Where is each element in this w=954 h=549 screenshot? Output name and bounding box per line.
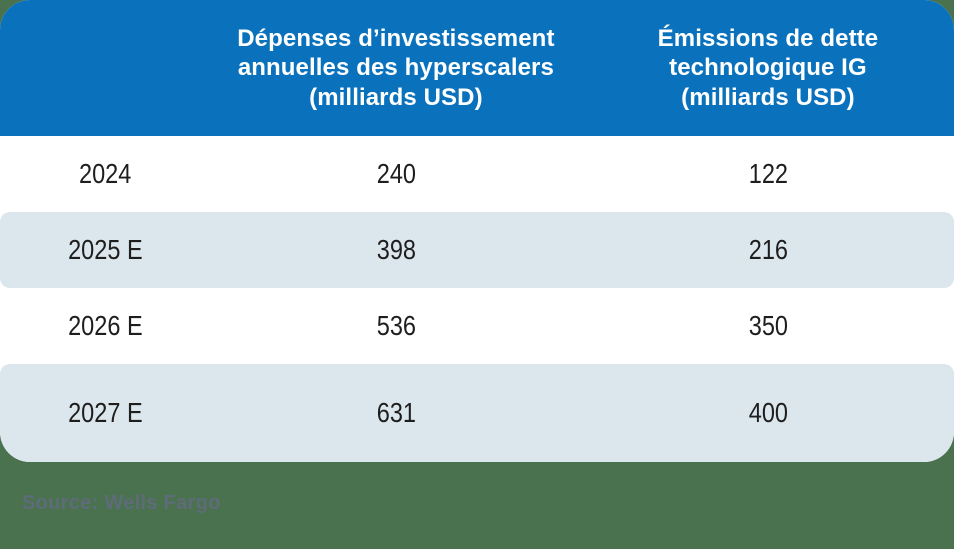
header-cell-capex: Dépenses d’investissement annuelles des … <box>210 0 582 136</box>
table-row-2027: 2027 E 631 400 <box>0 364 954 462</box>
capex-value: 240 <box>376 158 416 189</box>
header-capex-label: Dépenses d’investissement annuelles des … <box>237 25 555 111</box>
debt-value: 122 <box>748 158 788 189</box>
table-header: Dépenses d’investissement annuelles des … <box>0 0 954 136</box>
table-row-2025: 2025 E 398 216 <box>0 212 954 288</box>
cell-year: 2027 E <box>0 397 210 429</box>
header-cell-empty <box>0 0 210 136</box>
table-card: Dépenses d’investissement annuelles des … <box>0 0 954 462</box>
year-value: 2027 E <box>67 397 143 428</box>
cell-capex: 536 <box>210 310 582 342</box>
capex-value: 536 <box>376 310 416 341</box>
cell-debt: 350 <box>582 310 954 342</box>
cell-year: 2026 E <box>0 310 210 342</box>
cell-debt: 122 <box>582 158 954 190</box>
debt-value: 400 <box>748 397 788 428</box>
year-value: 2026 E <box>67 310 143 341</box>
header-debt-label: Émissions de dette technologique IG (mil… <box>657 25 879 111</box>
cell-year: 2025 E <box>0 234 210 266</box>
table-row-2026: 2026 E 536 350 <box>0 288 954 364</box>
year-value: 2025 E <box>67 234 143 265</box>
cell-debt: 400 <box>582 397 954 429</box>
cell-year: 2024 <box>0 158 210 190</box>
debt-value: 216 <box>748 234 788 265</box>
source-note: Source: Wells Fargo <box>22 492 221 514</box>
cell-capex: 398 <box>210 234 582 266</box>
year-value: 2024 <box>78 158 132 189</box>
table-row-2024: 2024 240 122 <box>0 136 954 212</box>
cell-debt: 216 <box>582 234 954 266</box>
capex-value: 398 <box>376 234 416 265</box>
header-cell-debt: Émissions de dette technologique IG (mil… <box>582 0 954 136</box>
cell-capex: 631 <box>210 397 582 429</box>
debt-value: 350 <box>748 310 788 341</box>
capex-value: 631 <box>376 397 416 428</box>
cell-capex: 240 <box>210 158 582 190</box>
